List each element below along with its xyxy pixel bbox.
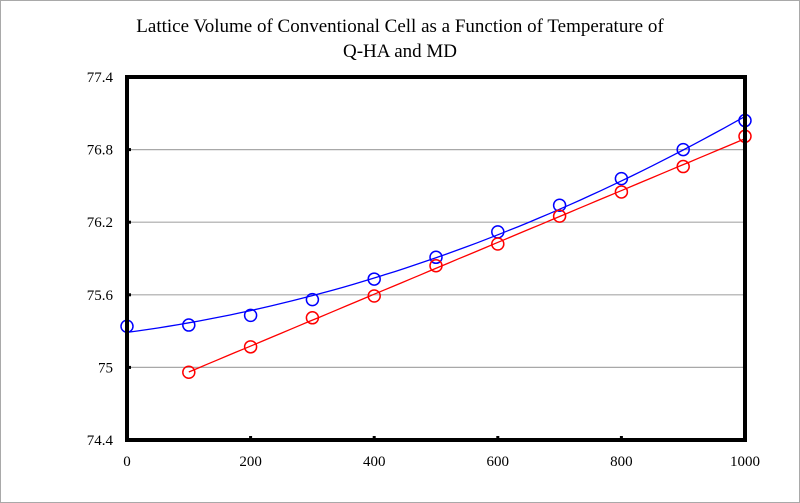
x-tick-label: 1000 <box>730 454 760 470</box>
y-tick-label: 76.2 <box>87 215 113 231</box>
y-tick-mark <box>127 75 131 79</box>
data-point-q-ha <box>367 272 381 286</box>
trendline-md <box>188 138 746 373</box>
y-tick-mark <box>127 365 131 369</box>
series-layer <box>120 113 752 379</box>
x-tick-mark <box>125 436 129 440</box>
x-tick-mark <box>496 436 500 440</box>
y-tick-label: 75 <box>98 360 113 376</box>
data-point-md <box>182 365 196 379</box>
data-point-md <box>429 259 443 273</box>
y-tick-mark <box>127 438 131 442</box>
data-point-q-ha <box>676 142 690 157</box>
x-tick-mark <box>372 436 376 440</box>
data-point-md <box>305 311 320 325</box>
y-tick-mark <box>127 148 131 152</box>
data-point-md <box>552 209 567 223</box>
data-point-q-ha <box>243 308 258 323</box>
chart-title: Lattice Volume of Conventional Cell as a… <box>0 14 800 64</box>
data-point-md <box>367 289 381 303</box>
x-tick-label: 800 <box>610 454 633 470</box>
data-point-md <box>676 159 690 174</box>
data-point-q-ha <box>614 171 629 186</box>
axes <box>125 75 747 442</box>
x-tick-mark <box>619 436 623 440</box>
data-point-q-ha <box>491 225 505 239</box>
data-point-q-ha <box>552 198 567 213</box>
tick-labels: 74.4 75 75.6 76.2 76.8 77.4 0 200 400 600 800 1000 <box>87 70 760 470</box>
y-tick-label: 76.8 <box>87 143 113 159</box>
y-tick-label: 74.4 <box>87 433 114 449</box>
y-tick-mark <box>127 220 131 224</box>
data-point-q-ha <box>182 318 196 332</box>
x-tick-mark <box>743 436 747 440</box>
gridlines <box>127 149 745 368</box>
x-tick-mark <box>249 436 253 440</box>
y-tick-label: 75.6 <box>87 288 114 304</box>
x-tick-label: 600 <box>487 454 510 470</box>
data-point-q-ha <box>429 250 443 265</box>
data-point-md <box>243 340 258 354</box>
data-point-q-ha <box>305 292 320 307</box>
x-tick-label: 400 <box>363 454 386 470</box>
x-tick-label: 0 <box>123 454 131 470</box>
chart-title-line-1: Lattice Volume of Conventional Cell as a… <box>136 16 664 37</box>
data-point-md <box>491 237 505 251</box>
chart-title-line-2: Q-HA and MD <box>343 41 457 62</box>
x-tick-label: 200 <box>239 454 262 470</box>
data-point-md <box>614 185 629 199</box>
plot-area-border <box>125 75 747 442</box>
trendline-q-ha <box>126 115 746 334</box>
y-tick-label: 77.4 <box>87 70 114 86</box>
y-tick-mark <box>127 293 131 297</box>
